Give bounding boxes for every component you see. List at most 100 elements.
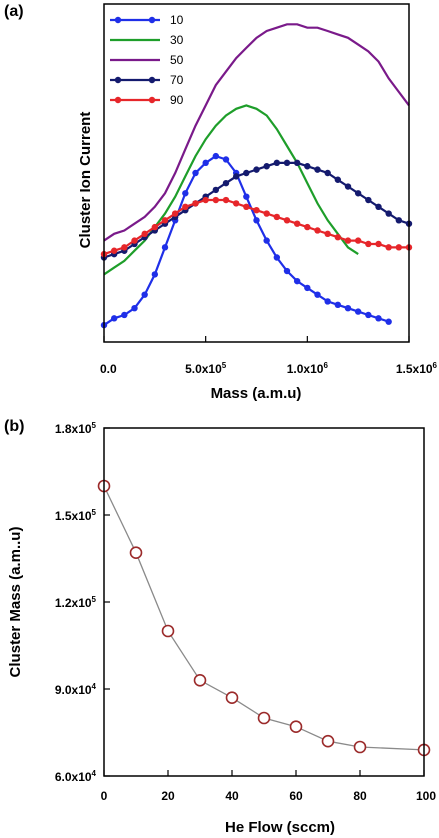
panel-b-y-axis-title: Cluster Mass (a.m..u): [7, 527, 24, 678]
series-70-point: [395, 217, 403, 224]
series-90-point: [354, 237, 362, 244]
series-70-point: [385, 210, 392, 217]
series-90-point: [375, 240, 382, 248]
y-tick-label-mantissa: 1.5x10: [55, 509, 92, 523]
y-tick-label-mantissa: 1.8x10: [55, 422, 92, 436]
series-90-point: [121, 244, 128, 251]
series-10-point: [192, 169, 199, 177]
series-10-point: [304, 284, 311, 292]
panel-b: (b) 0 20 40 60 80 100 6.0x1049.0x1041.2x1051.…: [4, 418, 436, 836]
legend-marker-70: [114, 76, 122, 84]
series-70-point: [243, 169, 250, 177]
y-tick-label: 1.2x105: [55, 595, 97, 610]
series-70-point: [222, 179, 230, 187]
series-90-point: [344, 237, 352, 244]
series-90-point: [395, 244, 403, 251]
series-10-point: [141, 291, 148, 298]
series-90-point: [243, 203, 250, 210]
legend-label-10: 10: [170, 13, 184, 27]
series-90-point: [273, 213, 281, 221]
series-10-point: [334, 301, 342, 309]
series-10-point: [263, 237, 270, 244]
cluster-mass-point: [289, 720, 303, 734]
series-90-point: [202, 196, 209, 204]
panel-a: (a) 0.0 5.0x105 1.0x106 1.5x106 1030507090 …: [4, 3, 438, 402]
series-70-point: [365, 196, 372, 204]
x-tick-label: 20: [161, 789, 175, 803]
legend-marker-10: [148, 16, 156, 24]
series-10-point: [354, 308, 362, 315]
x-tick-label: 40: [225, 789, 239, 803]
series-70-point: [283, 159, 291, 167]
series-90-point: [182, 203, 189, 210]
series-70-point: [314, 166, 321, 173]
series-90-point: [151, 223, 159, 231]
panel-a-plot-frame: [103, 3, 410, 343]
series-90-point: [283, 217, 291, 224]
y-tick-label: 1.8x105: [55, 421, 97, 436]
series-10-point: [131, 305, 138, 312]
series-70-point: [304, 163, 311, 170]
x-tick-label-exponent: 5: [222, 361, 227, 370]
panel-a-series-group: [100, 23, 413, 329]
series-90-point: [131, 237, 138, 244]
series-90-point: [293, 220, 301, 227]
series-10-point: [182, 190, 189, 197]
series-10-point: [121, 311, 128, 319]
series-70-point: [253, 166, 260, 173]
series-90-point: [161, 217, 169, 224]
series-90-point: [385, 244, 392, 251]
series-90-point: [263, 210, 270, 217]
x-tick-label-mantissa: 1.5x10: [396, 362, 433, 376]
x-tick-label-mantissa: 5.0x10: [185, 362, 222, 376]
panel-a-legend: 10 30 50 70 90: [110, 13, 184, 107]
series-10-point: [151, 271, 159, 278]
series-70-point: [212, 186, 220, 194]
x-tick-label: 0: [101, 789, 108, 803]
series-10-point: [212, 152, 220, 160]
cluster-mass-point: [129, 546, 143, 560]
panel-b-x-axis-title: He Flow (sccm): [225, 819, 335, 836]
cluster-mass-point: [321, 734, 335, 748]
series-10-point: [110, 315, 118, 322]
x-tick-label: 1.5x106: [396, 361, 438, 376]
series-70-point: [232, 173, 240, 180]
series-70-point: [293, 159, 301, 167]
cluster-mass-point: [193, 673, 207, 687]
series-10-point: [324, 298, 331, 305]
y-tick-label-mantissa: 6.0x10: [55, 770, 92, 784]
panel-a-y-axis-title: Cluster Ion Current: [77, 112, 94, 249]
x-tick-label-exponent: 6: [433, 361, 438, 370]
series-10-point: [314, 291, 321, 298]
panel-a-x-axis-title: Mass (a.m.u): [211, 385, 302, 402]
y-tick-label-exponent: 5: [92, 595, 97, 604]
y-tick-label-exponent: 5: [92, 508, 97, 517]
cluster-mass-point: [257, 711, 271, 725]
y-tick-label: 1.5x105: [55, 508, 97, 523]
series-90-point: [304, 223, 311, 231]
panel-a-x-ticks: 0.0 5.0x105 1.0x106 1.5x106: [100, 336, 438, 376]
series-90-point: [253, 206, 260, 214]
legend-label-30: 30: [170, 33, 184, 47]
series-10-point: [273, 254, 281, 261]
x-tick-label: 100: [416, 789, 436, 803]
series-10-point: [385, 318, 392, 325]
legend-label-50: 50: [170, 53, 184, 67]
x-tick-label: 5.0x105: [185, 361, 227, 376]
series-90-point: [110, 247, 118, 254]
series-70-point: [263, 163, 270, 170]
y-tick-label: 9.0x104: [55, 682, 97, 697]
legend-marker-90: [114, 96, 122, 104]
x-tick-label: 60: [289, 789, 303, 803]
panel-a-label: (a): [4, 3, 24, 20]
series-90-point: [141, 230, 148, 238]
series-10-point: [293, 277, 301, 285]
legend-marker-70: [148, 76, 156, 84]
series-70-point: [344, 183, 352, 190]
series-30-line: [103, 104, 359, 276]
series-10-point: [222, 156, 230, 163]
series-10-point: [365, 311, 372, 319]
series-90-point: [192, 200, 199, 207]
